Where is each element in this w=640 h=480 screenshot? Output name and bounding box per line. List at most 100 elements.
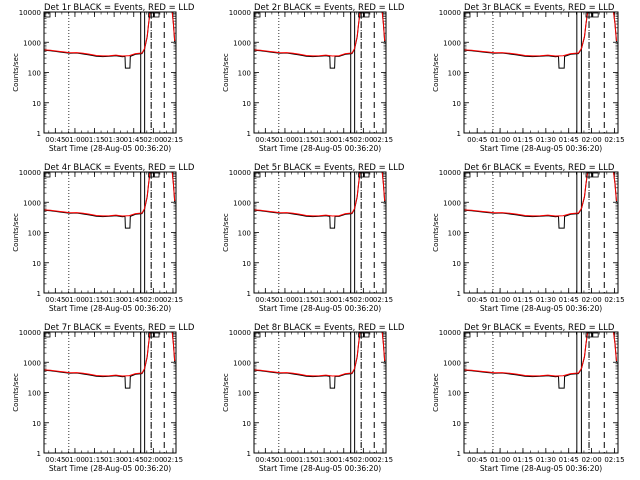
x-tick-label: 02:00 xyxy=(353,136,373,144)
y-axis-label: Counts/sec xyxy=(12,53,20,92)
lld-series-line xyxy=(254,172,386,217)
y-tick-label: 10 xyxy=(452,420,461,428)
corner-marker-box xyxy=(464,172,471,178)
lld-series-line xyxy=(464,332,617,377)
x-tick-label: 01:30 xyxy=(104,456,124,464)
panel-title: Det 4r BLACK = Events, RED = LLD xyxy=(44,163,195,173)
x-tick-label: 02:15 xyxy=(163,296,183,304)
x-tick-label: 02:00 xyxy=(581,456,601,464)
x-tick-label: 00:45 xyxy=(467,136,487,144)
y-tick-label: 100 xyxy=(28,70,41,78)
x-axis-label: Start Time (28-Aug-05 00:36:20) xyxy=(49,464,171,473)
y-axis-label: Counts/sec xyxy=(12,373,20,412)
corner-marker-box xyxy=(44,332,51,338)
x-tick-label: 00:45 xyxy=(45,456,65,464)
y-tick-label: 1 xyxy=(37,290,41,298)
top-marker-box xyxy=(154,12,160,18)
panel-title: Det 6r BLACK = Events, RED = LLD xyxy=(464,163,615,173)
x-tick-label: 01:00 xyxy=(490,456,510,464)
events-series-line xyxy=(44,332,176,389)
x-tick-label: 02:15 xyxy=(373,456,393,464)
y-tick-label: 1000 xyxy=(443,199,461,207)
y-tick-label: 10 xyxy=(452,100,461,108)
plot-frame xyxy=(43,171,177,294)
x-tick-label: 00:45 xyxy=(45,296,65,304)
y-tick-label: 1 xyxy=(247,290,251,298)
x-tick-label: 02:15 xyxy=(373,296,393,304)
x-tick-label: 01:30 xyxy=(536,296,556,304)
x-tick-label: 01:15 xyxy=(84,456,104,464)
x-tick-label: 01:45 xyxy=(124,136,144,144)
x-tick-label: 01:30 xyxy=(536,136,556,144)
top-marker-box xyxy=(592,12,599,18)
top-marker-box xyxy=(148,12,155,18)
y-tick-label: 1000 xyxy=(23,39,41,47)
y-tick-label: 1 xyxy=(247,450,251,458)
x-tick-label: 02:00 xyxy=(143,296,163,304)
top-marker-box xyxy=(364,332,370,338)
plot-frame xyxy=(43,331,177,454)
y-tick-label: 1 xyxy=(37,130,41,138)
x-tick-label: 02:15 xyxy=(604,136,624,144)
x-tick-label: 01:15 xyxy=(513,296,533,304)
y-tick-label: 10000 xyxy=(229,169,251,177)
events-series-line xyxy=(254,172,386,229)
top-marker-box xyxy=(154,172,160,178)
lld-series-line xyxy=(254,12,386,57)
plot-frame xyxy=(253,171,387,294)
y-tick-label: 10000 xyxy=(19,329,41,337)
x-tick-label: 02:00 xyxy=(143,136,163,144)
x-tick-label: 01:45 xyxy=(559,456,579,464)
top-marker-box xyxy=(585,332,593,338)
y-axis-label: Counts/sec xyxy=(222,53,230,92)
top-marker-box xyxy=(592,332,599,338)
top-marker-box xyxy=(154,332,160,338)
plot-frame xyxy=(463,171,619,294)
y-tick-label: 1000 xyxy=(233,39,251,47)
y-tick-label: 1 xyxy=(457,130,461,138)
x-tick-label: 01:00 xyxy=(275,136,295,144)
y-tick-label: 1 xyxy=(457,450,461,458)
events-series-line xyxy=(464,332,617,389)
x-axis-label: Start Time (28-Aug-05 00:36:20) xyxy=(480,304,602,313)
x-tick-label: 02:00 xyxy=(143,456,163,464)
y-axis-label: Counts/sec xyxy=(432,213,440,252)
x-tick-label: 02:15 xyxy=(163,136,183,144)
x-tick-label: 01:45 xyxy=(124,296,144,304)
events-series-line xyxy=(44,12,176,69)
chart-panel: Det 4r BLACK = Events, RED = LLD 1 10 100 10… xyxy=(12,163,195,313)
lld-series-line xyxy=(44,12,176,57)
events-series-line xyxy=(44,172,176,229)
y-tick-label: 1000 xyxy=(443,359,461,367)
y-tick-label: 10 xyxy=(452,260,461,268)
x-tick-label: 01:15 xyxy=(294,456,314,464)
x-tick-label: 01:00 xyxy=(65,296,85,304)
x-axis-label: Start Time (28-Aug-05 00:36:20) xyxy=(49,304,171,313)
y-axis-label: Counts/sec xyxy=(432,53,440,92)
top-marker-box xyxy=(148,172,155,178)
events-series-line xyxy=(254,12,386,69)
x-tick-label: 00:45 xyxy=(255,296,275,304)
x-tick-label: 01:15 xyxy=(84,136,104,144)
x-tick-label: 01:45 xyxy=(124,456,144,464)
x-tick-label: 01:45 xyxy=(334,136,354,144)
x-tick-label: 01:00 xyxy=(275,296,295,304)
x-tick-label: 00:45 xyxy=(467,296,487,304)
y-tick-label: 1 xyxy=(37,450,41,458)
corner-marker-box xyxy=(254,12,261,18)
chart-panel: Det 8r BLACK = Events, RED = LLD 1 10 100 10… xyxy=(222,323,405,473)
y-tick-label: 10 xyxy=(242,260,251,268)
y-axis-label: Counts/sec xyxy=(222,373,230,412)
y-tick-label: 100 xyxy=(28,390,41,398)
chart-panel: Det 5r BLACK = Events, RED = LLD 1 10 100 10… xyxy=(222,163,405,313)
panel-title: Det 2r BLACK = Events, RED = LLD xyxy=(254,3,405,13)
x-tick-label: 00:45 xyxy=(255,456,275,464)
x-tick-label: 02:00 xyxy=(581,296,601,304)
corner-marker-box xyxy=(464,12,471,18)
events-series-line xyxy=(254,332,386,389)
y-tick-label: 100 xyxy=(448,70,461,78)
y-tick-label: 10 xyxy=(32,100,41,108)
corner-marker-box xyxy=(464,332,471,338)
plot-frame xyxy=(463,331,619,454)
